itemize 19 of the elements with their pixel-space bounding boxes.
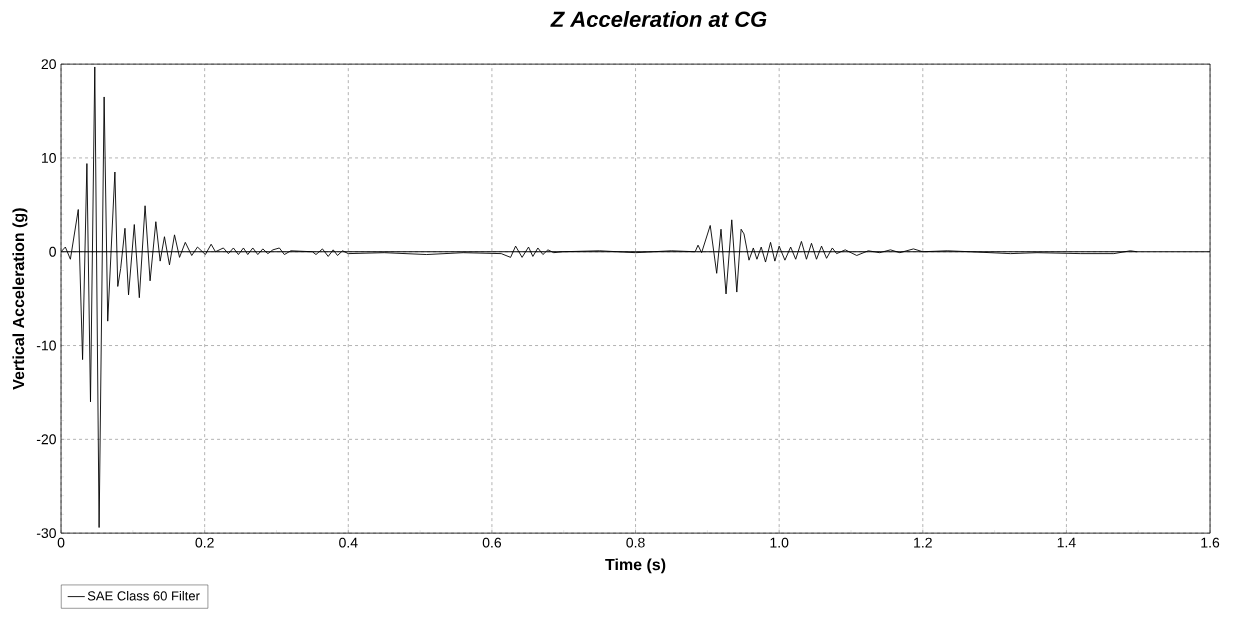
x-axis-title: Time (s) xyxy=(605,558,666,574)
x-tick-label: 1.6 xyxy=(1201,537,1220,548)
y-tick-label: 0 xyxy=(49,246,56,257)
x-tick-label: 0.4 xyxy=(339,537,358,548)
y-tick-label: 10 xyxy=(42,152,56,163)
y-tick-label: -20 xyxy=(36,434,56,445)
x-tick-label: 0.8 xyxy=(626,537,645,548)
x-tick-label: 1.0 xyxy=(770,537,789,548)
x-tick-label: 1.4 xyxy=(1057,537,1076,548)
legend-label: SAE Class 60 Filter xyxy=(87,590,200,601)
x-tick-label: 0 xyxy=(57,537,65,548)
y-axis-title: Vertical Acceleration (g) xyxy=(12,208,28,390)
chart-title: Z Acceleration at CG xyxy=(550,10,767,28)
x-tick-label: 0.2 xyxy=(195,537,214,548)
x-tick-label: 0.6 xyxy=(482,537,502,548)
x-tick-label: 1.2 xyxy=(914,537,932,548)
y-tick-label: -10 xyxy=(36,340,56,351)
y-tick-label: 20 xyxy=(41,59,56,70)
y-tick-label: -30 xyxy=(36,528,56,539)
